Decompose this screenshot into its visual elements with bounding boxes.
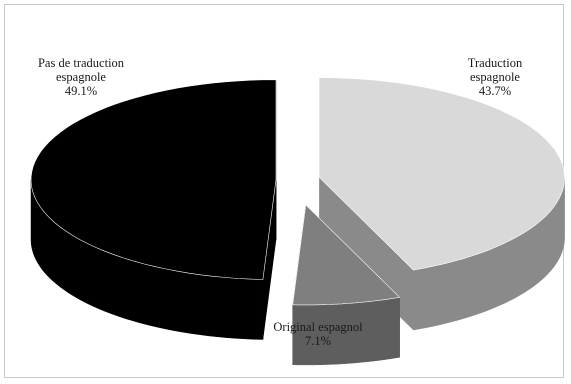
label-traduction-espagnole: Traduction espagnole 43.7% bbox=[450, 56, 540, 98]
slice-label-line: espagnole bbox=[470, 70, 520, 84]
pie-slice-0 bbox=[30, 79, 277, 280]
slice-label-line: espagnole bbox=[56, 70, 106, 84]
slice-value-label: 49.1% bbox=[64, 84, 98, 98]
pie-slice-2 bbox=[292, 204, 401, 306]
slice-label-line: Pas de traduction bbox=[37, 56, 125, 70]
slice-value-label: 43.7% bbox=[478, 84, 512, 98]
label-original-espagnol: Original espagnol 7.1% bbox=[262, 320, 374, 348]
label-pas-de-traduction: Pas de traduction espagnole 49.1% bbox=[22, 56, 140, 98]
slice-label-line: Traduction bbox=[467, 56, 523, 70]
pie-slice-1 bbox=[319, 77, 565, 271]
slice-value-label: 7.1% bbox=[304, 334, 332, 348]
slice-label-line: Original espagnol bbox=[273, 320, 363, 334]
